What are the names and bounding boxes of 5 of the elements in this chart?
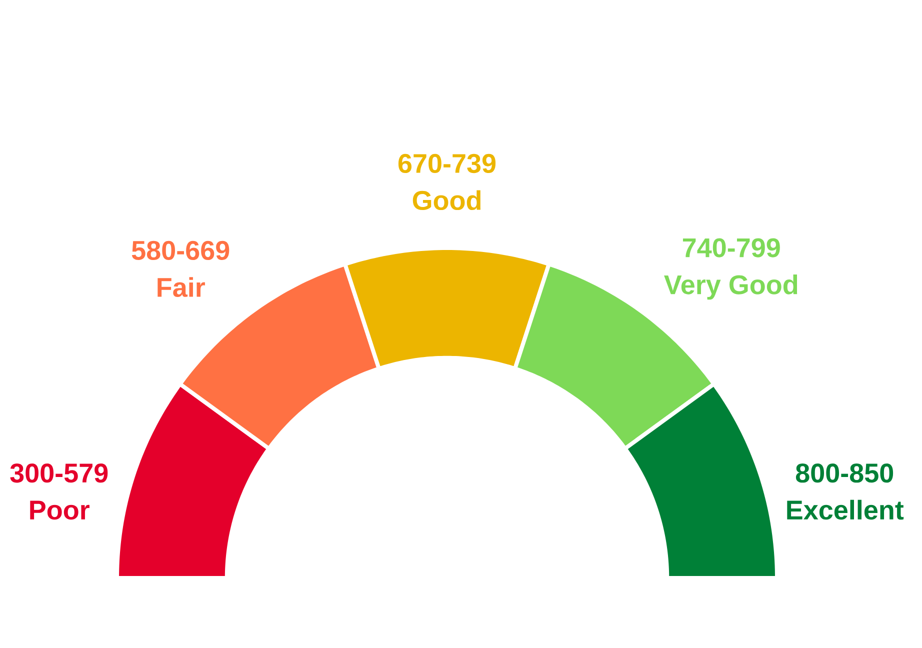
slice-label: 740-799 Very Good bbox=[664, 238, 798, 300]
slice-label: 800-850 Excellent bbox=[787, 464, 904, 520]
slice-label: 670-739 Good bbox=[398, 154, 496, 210]
slice-label: 300-579 Poor bbox=[10, 464, 108, 520]
slice-label: 580-669 Fair bbox=[132, 240, 230, 297]
